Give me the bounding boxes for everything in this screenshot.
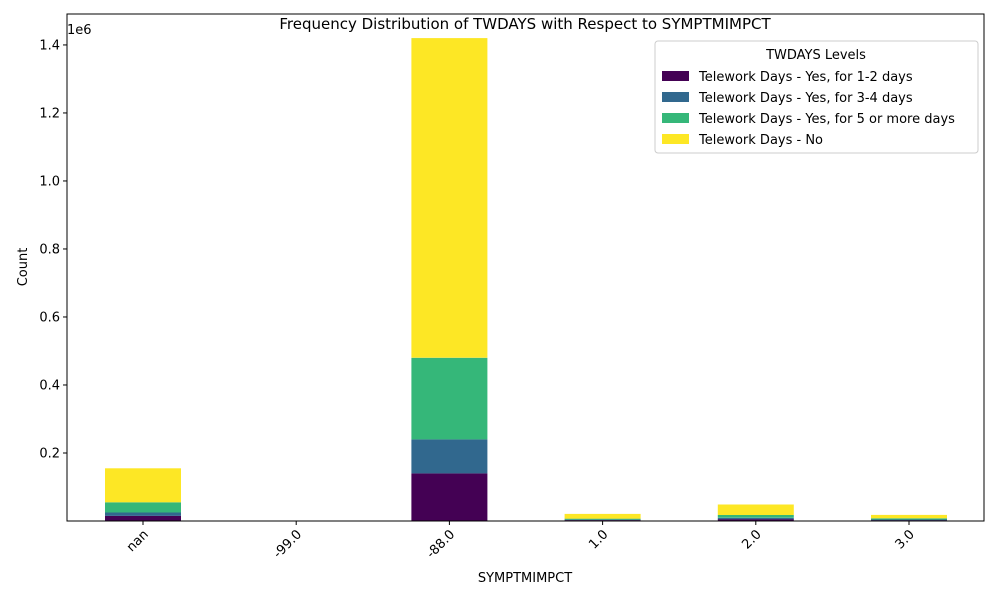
legend-swatch — [662, 92, 689, 102]
bar--88.0-series-1 — [411, 473, 488, 521]
bar-2.0-series-2 — [717, 517, 794, 520]
x-tick-label: nan — [124, 527, 152, 555]
bar--88.0-series-4 — [411, 38, 488, 358]
bar-2.0-series-3 — [717, 515, 794, 518]
bar-3.0-series-2 — [871, 519, 947, 521]
x-tick-label: 1.0 — [586, 527, 611, 552]
bar-3.0-series-4 — [871, 514, 947, 519]
x-tick-label: 2.0 — [739, 527, 764, 552]
y-tick-label: 0.8 — [39, 242, 60, 257]
bar-2.0-series-4 — [717, 504, 794, 515]
bar-1.0-series-2 — [564, 519, 641, 521]
bar-1.0-series-3 — [564, 518, 641, 520]
legend-box — [654, 40, 979, 154]
bar-nan-series-2 — [105, 512, 181, 516]
y-tick-label: 1.0 — [39, 174, 60, 189]
bar-nan-series-3 — [105, 502, 181, 513]
legend-entry: Telework Days - Yes, for 3-4 days — [698, 91, 913, 106]
y-tick-label: 0.2 — [39, 446, 60, 461]
legend-swatch — [662, 113, 689, 123]
legend-title: TWDAYS Levels — [765, 48, 866, 63]
bar-3.0-series-3 — [871, 518, 947, 520]
y-tick-label: 0.6 — [39, 310, 60, 325]
plot-frame — [66, 13, 985, 522]
x-axis-label: SYMPTMIMPCT — [478, 571, 572, 586]
y-tick-label: 0.4 — [39, 378, 60, 393]
bars-layer — [105, 38, 947, 521]
chart-title: Frequency Distribution of TWDAYS with Re… — [279, 15, 771, 33]
y-tick-label: 1.4 — [39, 38, 60, 53]
legend-swatch — [662, 71, 689, 81]
x-tick-label: -88.0 — [424, 527, 458, 561]
x-axis: nan -99.0 -88.0 1.0 2.0 3.0 — [124, 521, 918, 562]
bar--88.0-series-2 — [411, 439, 488, 474]
x-tick-label: -99.0 — [271, 527, 305, 561]
legend-entry: Telework Days - Yes, for 1-2 days — [698, 70, 913, 85]
x-tick-label: 3.0 — [893, 527, 918, 552]
y-axis: 0.2 0.4 0.6 0.8 1.0 1.2 1.4 — [39, 38, 67, 461]
y-axis-label: Count — [16, 248, 31, 287]
legend-entry: Telework Days - No — [698, 133, 823, 148]
y-tick-label: 1.2 — [39, 106, 60, 121]
legend-entry: Telework Days - Yes, for 5 or more days — [698, 112, 955, 127]
bar-nan-series-4 — [105, 468, 181, 503]
bar-nan-series-1 — [105, 515, 181, 521]
bar-1.0-series-4 — [564, 513, 641, 519]
legend-swatch — [662, 134, 689, 144]
bar--88.0-series-3 — [411, 357, 488, 440]
y-axis-offset-label: 1e6 — [67, 23, 92, 38]
legend: TWDAYS Levels Telework Days - Yes, for 1… — [654, 40, 979, 154]
bar-2.0-series-1 — [717, 519, 794, 521]
